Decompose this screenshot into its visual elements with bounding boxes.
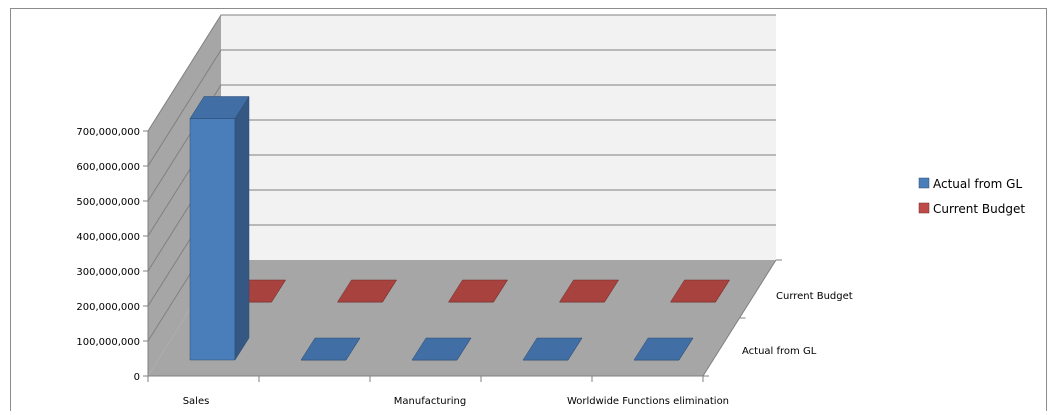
x-tick-label: Worldwide Functions elimination [567,396,729,407]
legend-label: Actual from GL [933,177,1022,191]
legend-swatch [918,202,930,214]
bar-actual-from-gl [411,337,472,361]
y-tick-label: 300,000,000 [76,267,140,278]
gridline [147,14,776,132]
bar-current-budget [448,279,508,303]
floor [148,260,776,376]
y-tick-label: 700,000,000 [76,127,140,138]
x-tick-label: Manufacturing [394,396,466,407]
gridline [147,49,776,167]
y-tick-label: 600,000,000 [76,162,140,173]
y-tick-label: 100,000,000 [76,337,140,348]
y-tick-label: 200,000,000 [76,302,140,313]
legend-label: Current Budget [933,202,1025,216]
bar-actual-from-gl [522,337,583,361]
bar-actual-from-gl [189,95,250,361]
depth-tick-label: Current Budget [776,291,853,302]
x-tick-label: Sales [183,396,210,407]
bar-actual-from-gl [300,337,361,361]
bar-current-budget [559,279,619,303]
y-tick-label: 500,000,000 [76,197,140,208]
bar-current-budget [670,279,730,303]
gridline [147,84,776,202]
y-tick-label: 0 [134,372,140,383]
y-tick-label: 400,000,000 [76,232,140,243]
legend-swatch [918,177,930,189]
back-wall [221,15,776,260]
depth-tick-label: Actual from GL [742,346,817,357]
bar-current-budget [337,279,397,303]
bar-actual-from-gl [633,337,694,361]
